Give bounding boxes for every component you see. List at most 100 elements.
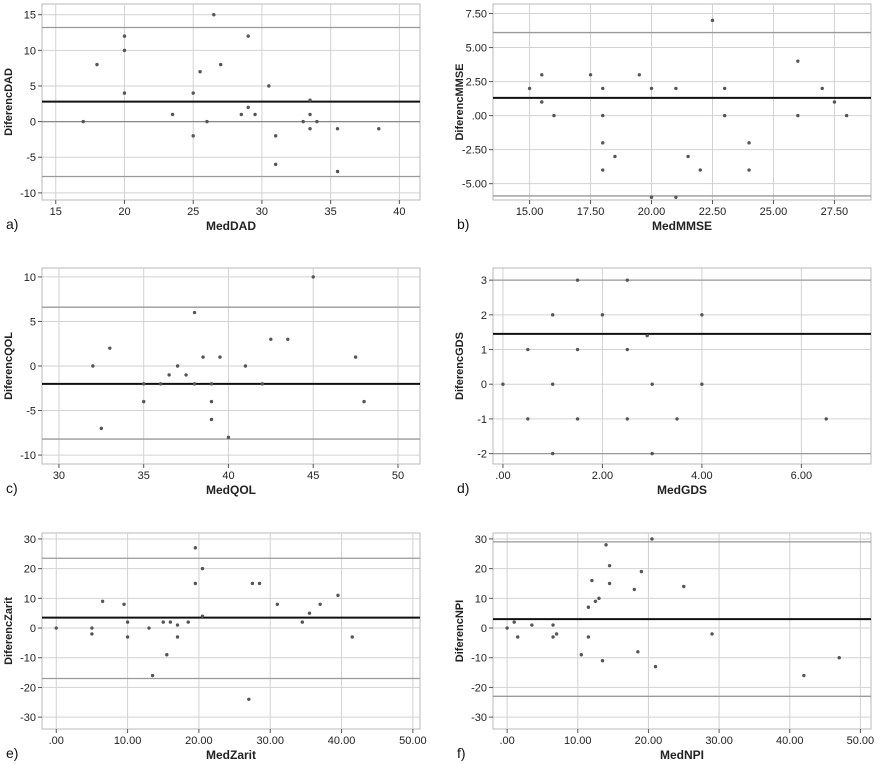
data-point [710, 632, 714, 636]
data-point [551, 623, 555, 627]
plot-frame [492, 267, 872, 465]
data-point [613, 154, 617, 159]
data-point [122, 602, 126, 606]
data-point [637, 73, 642, 77]
y-tick-label: -30 [20, 712, 36, 724]
data-point [99, 426, 104, 431]
data-point [597, 596, 601, 601]
x-axis-label: MedZarit [206, 748, 256, 762]
y-tick-label: 10 [475, 593, 487, 605]
data-point [540, 100, 544, 104]
panel-label: f) [457, 745, 466, 761]
data-point [837, 656, 841, 660]
data-point [625, 417, 629, 421]
x-axis-label: MedMMSE [652, 219, 712, 233]
data-point [575, 347, 580, 352]
data-point [193, 546, 198, 550]
data-point [91, 364, 95, 368]
y-tick-label: 7.50 [466, 9, 487, 21]
data-point [167, 373, 171, 377]
data-point [722, 86, 727, 91]
data-point [191, 91, 195, 95]
data-point [125, 635, 130, 639]
data-point [253, 112, 257, 117]
data-point [218, 355, 222, 359]
x-tick-label: 30.00 [705, 735, 733, 747]
plot-frame [492, 3, 872, 201]
plot-frame [492, 532, 872, 730]
data-point [122, 48, 127, 53]
data-point [639, 569, 644, 574]
y-axis-label: DiferencNPI [454, 600, 466, 662]
data-point [209, 382, 214, 386]
data-point [551, 635, 555, 639]
data-point [247, 697, 251, 702]
data-point [205, 119, 209, 124]
x-tick-label: 40.00 [328, 735, 356, 747]
data-point [550, 382, 555, 386]
plot-frame [41, 532, 421, 730]
data-point [165, 653, 169, 657]
panel-label: c) [6, 480, 18, 496]
data-point [158, 382, 163, 386]
data-point [90, 632, 94, 636]
data-point [308, 127, 312, 131]
data-point [586, 635, 591, 639]
data-point [336, 593, 340, 598]
data-point [122, 34, 127, 38]
y-tick-label: 10 [24, 593, 36, 605]
data-point [593, 599, 598, 604]
y-tick-label: 0 [30, 117, 36, 129]
y-tick-label: -5 [26, 152, 36, 164]
data-point [260, 382, 265, 386]
data-point [698, 168, 702, 172]
data-point [246, 34, 250, 38]
x-axis-label: MedQOL [206, 483, 256, 497]
data-point [550, 313, 555, 317]
data-point [90, 626, 94, 630]
data-point [722, 113, 727, 118]
x-tick-label: 20.00 [635, 735, 663, 747]
data-point [674, 195, 678, 199]
y-tick-label: 20 [475, 564, 487, 576]
x-tick-label: 35 [325, 206, 337, 218]
data-point [150, 673, 155, 678]
x-tick-label: 4.00 [691, 470, 712, 482]
data-point [175, 635, 180, 639]
data-point [653, 664, 658, 669]
x-tick-label: .00 [495, 470, 510, 482]
data-point [824, 417, 828, 421]
data-point [649, 86, 654, 91]
data-point [579, 653, 584, 657]
x-tick-label: 30 [53, 470, 65, 482]
y-tick-label: 5 [30, 81, 36, 93]
data-point [636, 650, 640, 654]
data-point [530, 623, 534, 627]
x-tick-label: 30 [256, 206, 268, 218]
x-tick-label: .00 [49, 735, 64, 747]
y-tick-label: -10 [20, 653, 36, 665]
data-point [601, 113, 605, 118]
y-tick-label: -2 [477, 449, 487, 461]
data-point [505, 626, 509, 630]
data-point [81, 119, 85, 124]
data-point [286, 337, 290, 341]
data-point [607, 581, 612, 586]
y-tick-label: 2 [481, 310, 487, 322]
data-point [526, 417, 530, 421]
data-point [796, 113, 800, 118]
data-point [604, 543, 608, 547]
y-tick-label: .00 [472, 111, 487, 123]
data-point [650, 382, 654, 386]
data-point [335, 169, 340, 174]
x-tick-label: 10.00 [564, 735, 592, 747]
data-point [675, 417, 679, 421]
y-tick-label: 20 [24, 564, 36, 576]
y-tick-label: 15 [24, 10, 36, 22]
data-point [601, 141, 605, 145]
x-tick-label: 45 [307, 470, 319, 482]
x-tick-label: 2.00 [592, 470, 613, 482]
data-point [108, 346, 112, 350]
x-tick-label: 20 [118, 206, 130, 218]
data-point [501, 382, 505, 386]
